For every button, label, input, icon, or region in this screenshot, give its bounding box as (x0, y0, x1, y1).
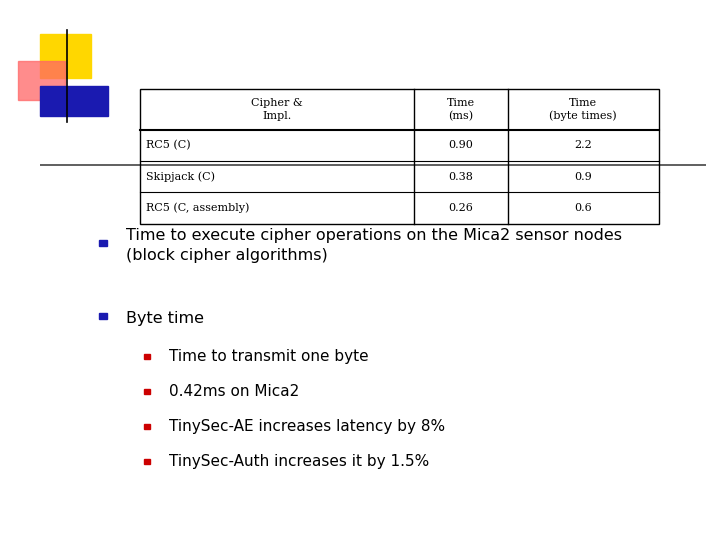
Bar (18, 61, 65, 100)
Text: RC5 (C): RC5 (C) (146, 140, 191, 151)
Text: 2.2: 2.2 (575, 140, 592, 150)
Text: Skipjack (C): Skipjack (C) (146, 171, 215, 182)
Text: 0.42ms on Mica2: 0.42ms on Mica2 (169, 384, 300, 399)
Bar (40, 34, 91, 78)
Bar (99, 240, 107, 246)
Text: 0.38: 0.38 (449, 172, 473, 181)
Text: TinySec-AE increases latency by 8%: TinySec-AE increases latency by 8% (169, 419, 446, 434)
Text: Byte time: Byte time (126, 311, 204, 326)
Text: 0.9: 0.9 (575, 172, 592, 181)
Text: 0.90: 0.90 (449, 140, 473, 150)
Text: 0.26: 0.26 (449, 203, 473, 213)
Bar (144, 459, 150, 464)
Text: RC5 (C, assembly): RC5 (C, assembly) (146, 202, 250, 213)
Bar (144, 424, 150, 429)
Bar (140, 89, 659, 224)
Text: Time
(ms): Time (ms) (446, 98, 475, 121)
Text: 0.6: 0.6 (575, 203, 592, 213)
Text: TinySec-Auth increases it by 1.5%: TinySec-Auth increases it by 1.5% (169, 454, 429, 469)
Bar (40, 86, 108, 116)
Bar (144, 354, 150, 359)
Bar (144, 389, 150, 394)
Text: Time
(byte times): Time (byte times) (549, 98, 617, 121)
Text: Cipher &
Impl.: Cipher & Impl. (251, 98, 303, 120)
Text: Time to transmit one byte: Time to transmit one byte (169, 349, 369, 364)
Bar (99, 313, 107, 319)
Text: Time to execute cipher operations on the Mica2 sensor nodes
(block cipher algori: Time to execute cipher operations on the… (126, 228, 622, 263)
